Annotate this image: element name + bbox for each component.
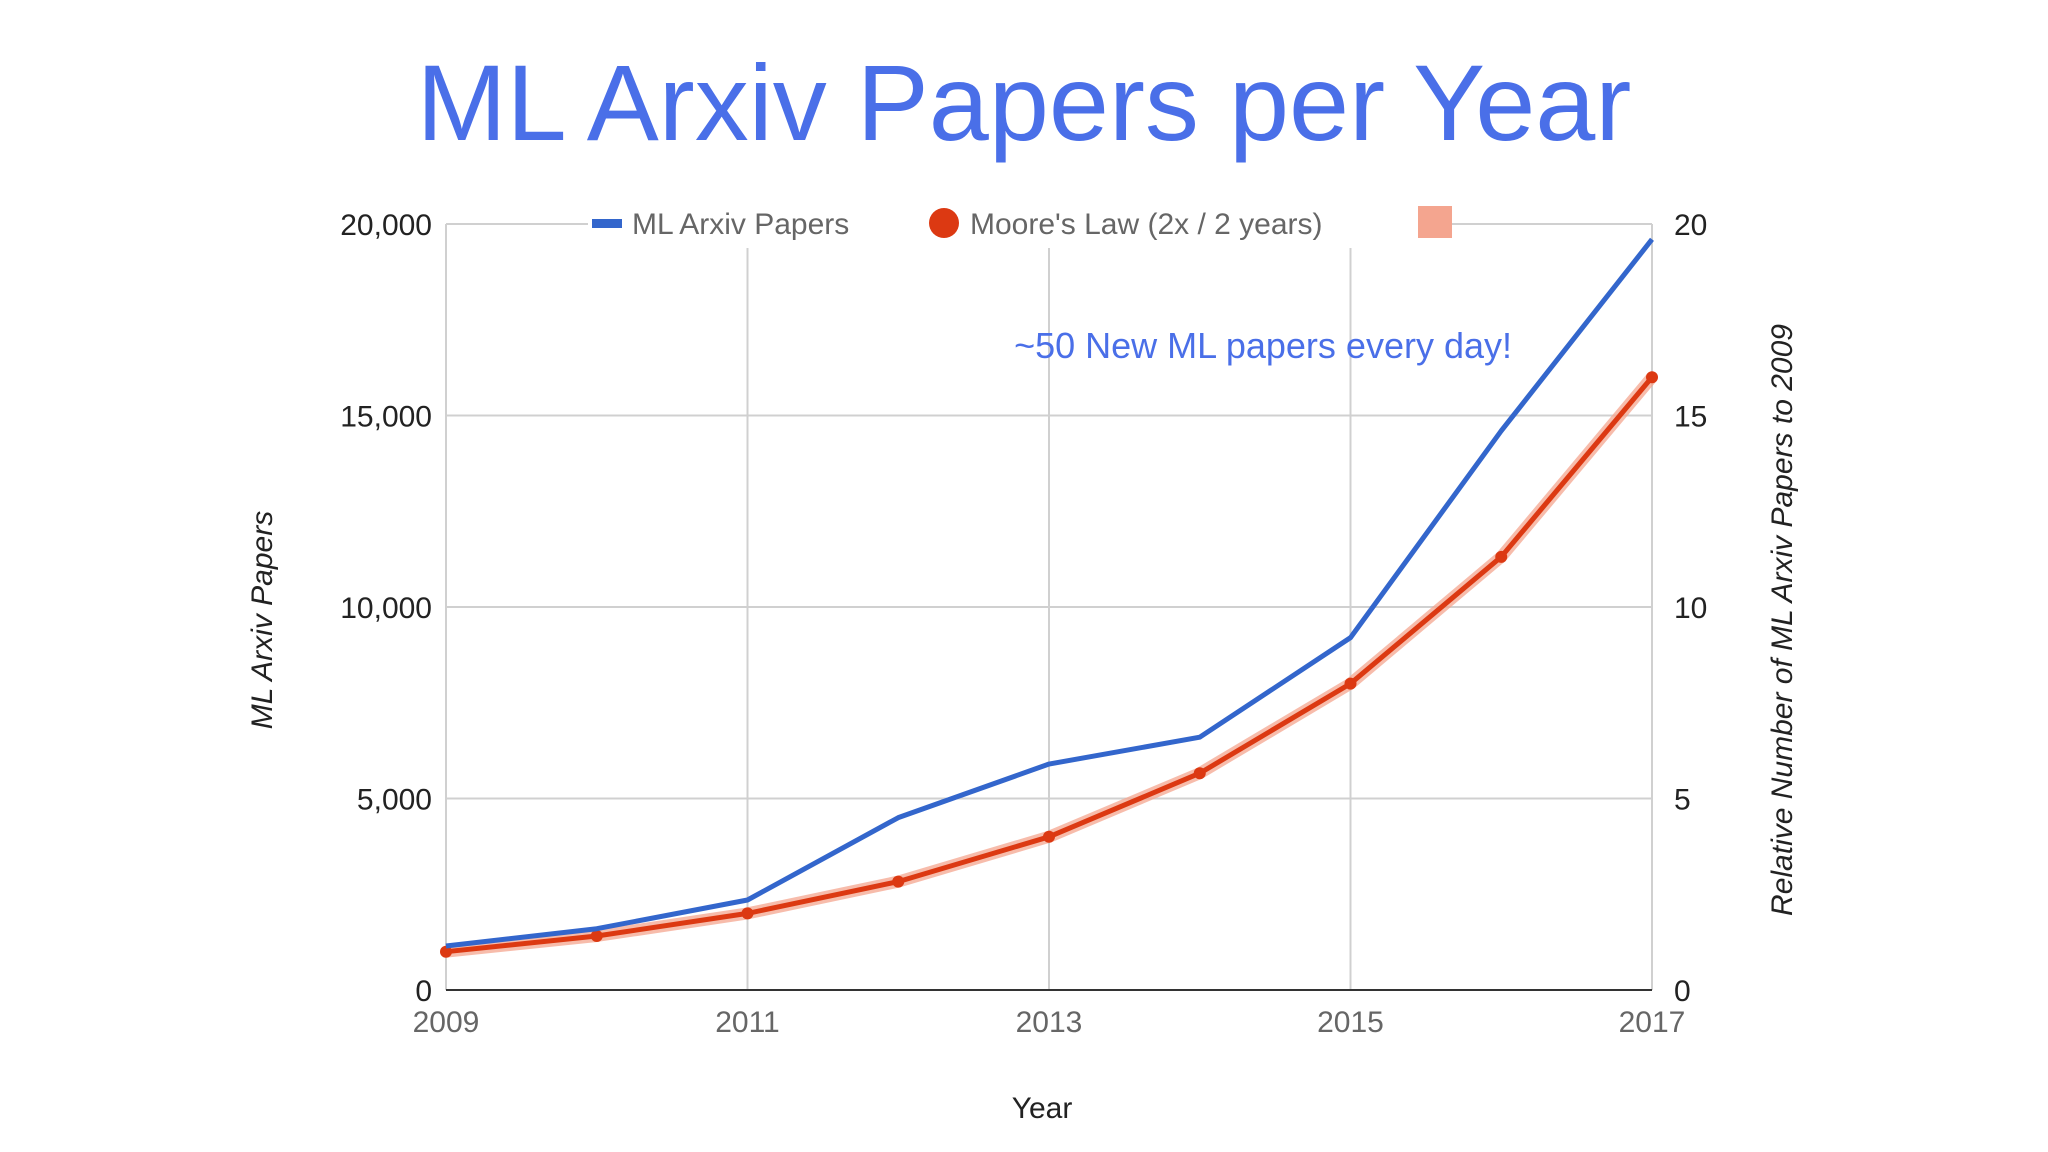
annotation-text: ~50 New ML papers every day! (1014, 325, 1512, 366)
series-layer (440, 237, 1658, 958)
data-point-moores-law (1646, 371, 1658, 384)
data-point-moores-law (1043, 830, 1055, 843)
x-tick-label: 2009 (413, 1006, 480, 1039)
series-line-ml-arxiv-papers (445, 237, 1654, 949)
data-point-moores-law (741, 907, 754, 920)
y-tick-label-left: 10,000 (340, 592, 432, 625)
y-tick-label-right: 15 (1674, 401, 1707, 434)
y-ticks-left: 0 5,000 10,000 15,000 20,000 (340, 209, 432, 1008)
y-tick-label-left: 0 (415, 975, 432, 1008)
legend-background (588, 200, 1448, 248)
x-tick-label: 2011 (715, 1006, 780, 1039)
data-point-moores-law (1495, 550, 1508, 563)
y-tick-label-right: 10 (1674, 592, 1707, 625)
data-point-moores-law (590, 929, 603, 942)
data-point-moores-law (440, 945, 452, 958)
legend-square-marker (1418, 206, 1452, 238)
x-tick-label: 2017 (1619, 1006, 1686, 1039)
chart-title: ML Arxiv Papers per Year (417, 42, 1632, 163)
y-axis-label-left: ML Arxiv Papers (246, 511, 279, 729)
x-ticks: 2009 2011 2013 2015 2017 (413, 1006, 1686, 1039)
y-tick-label-left: 15,000 (340, 401, 432, 434)
x-tick-label: 2013 (1016, 1006, 1083, 1039)
data-point-moores-law (892, 875, 905, 888)
x-tick-label: 2015 (1317, 1006, 1384, 1039)
y-tick-label-left: 5,000 (357, 784, 432, 817)
legend-dot-marker (929, 208, 959, 238)
data-point-moores-law (1344, 677, 1357, 690)
y-tick-label-left: 20,000 (340, 209, 432, 242)
legend-line-marker (592, 219, 622, 228)
legend: ML Arxiv Papers Moore's Law (2x / 2 year… (588, 200, 1452, 248)
x-axis-label: Year (1012, 1092, 1073, 1125)
y-tick-label-right: 5 (1674, 784, 1691, 817)
y-tick-label-right: 0 (1674, 975, 1691, 1008)
y-tick-label-right: 20 (1674, 209, 1707, 242)
legend-label-moores-law: Moore's Law (2x / 2 years) (970, 208, 1323, 241)
data-point-moores-law (1193, 767, 1206, 780)
legend-label-ml-arxiv: ML Arxiv Papers (632, 208, 849, 241)
y-axis-label-right: Relative Number of ML Arxiv Papers to 20… (1766, 324, 1799, 916)
y-ticks-right: 0 5 10 15 20 (1674, 209, 1707, 1008)
